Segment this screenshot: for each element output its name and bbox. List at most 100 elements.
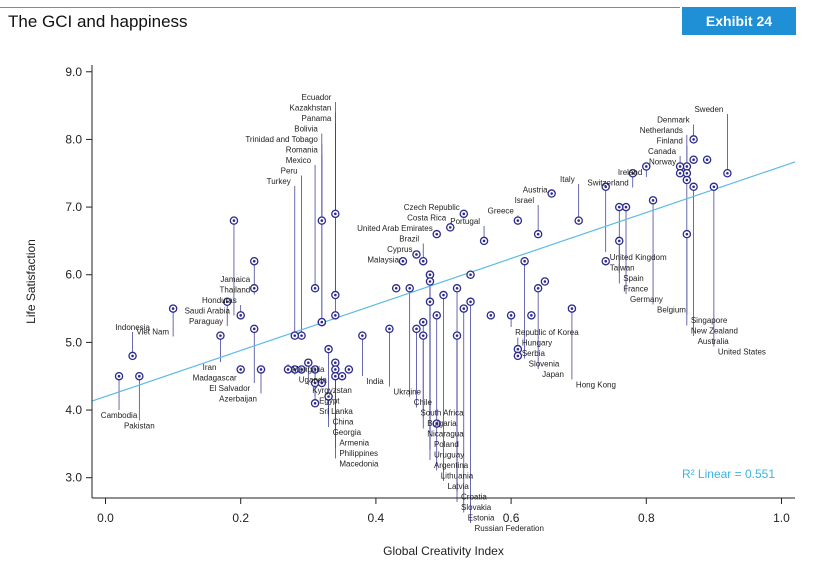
data-point-center <box>509 314 513 317</box>
point-label: Nicaragua <box>427 430 464 439</box>
point-label: Azerbaijan <box>219 395 257 404</box>
data-point-center <box>435 422 439 425</box>
point-label: Austria <box>523 186 548 195</box>
data-point-center <box>401 259 405 263</box>
data-point-center <box>347 368 351 371</box>
data-point-center <box>644 165 648 168</box>
point-label: Cambodia <box>101 411 138 420</box>
point-label: Turkey <box>267 177 291 186</box>
data-point-center <box>252 259 256 263</box>
data-point-center <box>313 286 317 290</box>
data-point-center <box>455 334 459 337</box>
point-label: Serbia <box>522 349 546 358</box>
data-point-center <box>171 307 175 310</box>
data-point-center <box>516 219 520 222</box>
point-label: Ireland <box>618 168 642 177</box>
data-point-center <box>334 314 337 317</box>
data-point-center <box>313 381 317 385</box>
y-tick-label: 8.0 <box>65 132 82 146</box>
point-label: Ecuador <box>302 93 332 102</box>
point-label: Georgia <box>333 428 362 437</box>
data-point-center <box>428 300 432 304</box>
point-label: Hong Kong <box>576 381 616 390</box>
data-point-center <box>455 286 459 290</box>
point-label: Finland <box>657 137 683 146</box>
data-point-center <box>712 185 716 189</box>
point-label: United States <box>718 348 766 357</box>
data-point-center <box>307 361 310 364</box>
data-point-center <box>421 259 425 263</box>
point-label: Portugal <box>450 217 480 226</box>
point-label: Viet Nam <box>136 328 169 337</box>
point-label: Sri Lanka <box>319 407 353 416</box>
point-label: Macedonia <box>339 460 379 469</box>
point-label: Iran <box>203 363 217 372</box>
point-label: Sweden <box>694 105 723 114</box>
data-point-center <box>313 401 317 405</box>
point-label: Italy <box>560 175 575 184</box>
y-tick-label: 6.0 <box>65 268 82 282</box>
data-point-center <box>421 334 425 337</box>
point-label: Taiwan <box>610 264 635 273</box>
data-point-center <box>550 192 553 195</box>
point-label: Philippines <box>339 449 378 458</box>
point-label: Jamaica <box>220 275 250 284</box>
data-point-center <box>685 232 689 236</box>
point-label: Latvia <box>448 482 470 491</box>
data-point-center <box>239 368 243 371</box>
point-label: Honduras <box>202 296 237 305</box>
data-point-center <box>239 314 243 317</box>
point-label: Bulgaria <box>427 419 457 428</box>
x-tick-label: 0.4 <box>368 511 385 525</box>
point-label: El Salvador <box>209 384 250 393</box>
x-tick-label: 0.6 <box>503 511 520 525</box>
x-tick-label: 0.0 <box>97 511 114 525</box>
point-label: Slovakia <box>461 503 492 512</box>
point-label: Netherlands <box>640 126 683 135</box>
data-point-center <box>300 334 303 337</box>
data-points <box>114 135 732 428</box>
data-point-center <box>617 239 621 243</box>
point-label: Denmark <box>657 116 690 125</box>
point-label: Israel <box>515 196 535 205</box>
point-label: Mexico <box>286 156 312 165</box>
point-label: Estonia <box>468 514 495 523</box>
data-point-center <box>334 212 337 216</box>
point-label: Bolivia <box>294 125 318 134</box>
point-label: France <box>623 285 648 294</box>
point-label: South Africa <box>420 409 464 418</box>
point-label: Germany <box>630 295 663 304</box>
point-label: Spain <box>623 274 643 283</box>
data-point-center <box>334 361 337 364</box>
y-tick-label: 7.0 <box>65 200 82 214</box>
x-tick-label: 0.8 <box>638 511 655 525</box>
point-label: Russian Federation <box>475 524 544 533</box>
data-point-center <box>536 232 540 236</box>
data-point-center <box>232 219 236 222</box>
data-point-center <box>225 300 229 304</box>
exhibit-badge: Exhibit 24 <box>682 7 796 35</box>
data-point-center <box>138 374 141 378</box>
point-label: Croatia <box>461 493 487 502</box>
y-tick-label: 5.0 <box>65 335 82 349</box>
point-label: Republic of Korea <box>515 328 579 337</box>
data-point-center <box>408 286 412 290</box>
point-label: Lithuania <box>441 472 474 481</box>
data-point-center <box>617 205 621 209</box>
point-label: Belgium <box>657 306 686 315</box>
r-squared-label: R² Linear = 0.551 <box>682 467 775 481</box>
point-label: Panama <box>302 114 332 123</box>
point-label: Czech Republic <box>404 203 460 212</box>
data-point-center <box>651 199 655 202</box>
point-label: Paraguay <box>189 317 223 326</box>
data-point-center <box>462 212 466 216</box>
y-tick-label: 4.0 <box>65 403 82 417</box>
data-point-center <box>293 368 297 371</box>
point-label: Uganda <box>299 376 328 385</box>
data-point-center <box>428 280 432 283</box>
point-label: Poland <box>434 440 459 449</box>
axes: 3.0 4.0 5.0 6.0 7.0 8.0 9.0 0.0 0.2 0.4 0.6 0.8 1.0 G… <box>24 65 795 558</box>
point-label: Hungary <box>522 339 552 348</box>
